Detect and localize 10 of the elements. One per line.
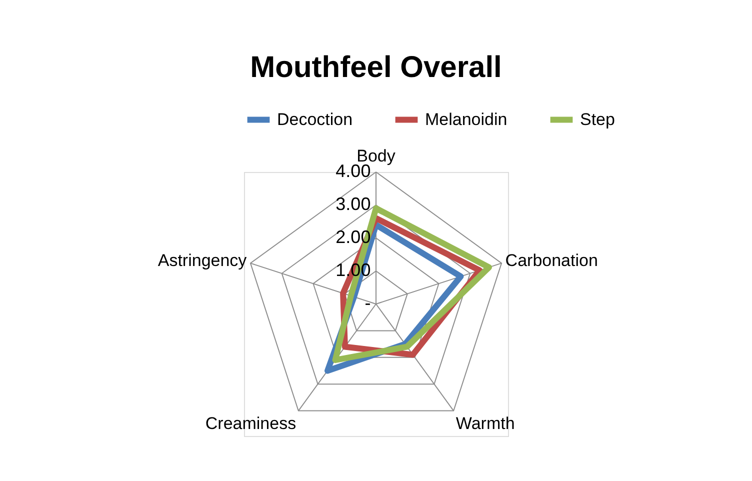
y-tick-label: 3.00	[336, 194, 371, 214]
legend-label: Melanoidin	[425, 110, 508, 129]
spoke-label: Creaminess	[205, 414, 296, 434]
chart-title: Mouthfeel Overall	[250, 51, 502, 84]
legend-label: Step	[580, 110, 615, 129]
y-tick-label: -	[364, 293, 371, 313]
spoke-label: Warmth	[456, 414, 515, 434]
legend-label: Decoction	[277, 110, 353, 129]
spoke-label: Carbonation	[505, 251, 598, 270]
spoke-label: Astringency	[158, 251, 248, 270]
